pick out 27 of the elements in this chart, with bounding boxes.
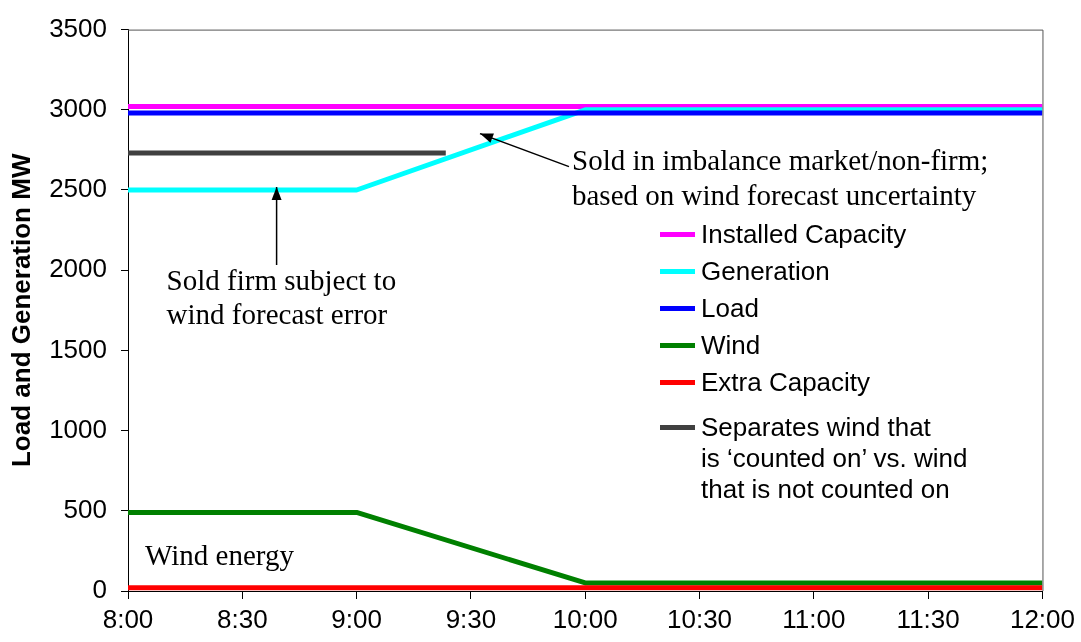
legend-label: Separates wind that is ‘counted on’ vs. wind that is not counted on (701, 412, 968, 505)
y-tick-label: 2500 (49, 173, 107, 204)
x-tick-label: 10:00 (552, 603, 618, 634)
annotation: Wind energy (145, 538, 295, 571)
x-tick-label: 10:30 (667, 603, 733, 634)
legend-label: Installed Capacity (701, 219, 907, 250)
x-tick-label: 11:00 (782, 603, 846, 634)
y-tick-label: 0 (92, 574, 107, 605)
x-tick-label: 8:30 (217, 603, 268, 634)
y-axis-title: Load and Generation MW (5, 153, 36, 468)
legend-label: Generation (701, 256, 830, 287)
legend-label: Load (701, 293, 759, 324)
x-tick-label: 9:00 (331, 603, 382, 634)
legend-label: Extra Capacity (701, 367, 871, 398)
x-tick-label: 12:00 (1009, 603, 1076, 634)
x-tick-label: 9:30 (445, 603, 497, 634)
annotation: Sold in imbalance market/non-firm; based on wind forecast uncertainty (572, 143, 989, 211)
x-tick-label: 8:00 (102, 603, 154, 634)
y-tick-label: 3000 (49, 92, 107, 123)
y-tick-label: 500 (63, 493, 107, 524)
y-tick-label: 1000 (49, 413, 107, 444)
x-tick-label: 11:30 (896, 603, 960, 634)
y-tick-label: 2000 (49, 253, 107, 284)
annotation: Sold firm subject to wind forecast error (166, 264, 397, 330)
y-tick-label: 1500 (49, 333, 107, 364)
legend-label: Wind (701, 330, 761, 361)
y-tick-label: 3500 (49, 12, 107, 43)
